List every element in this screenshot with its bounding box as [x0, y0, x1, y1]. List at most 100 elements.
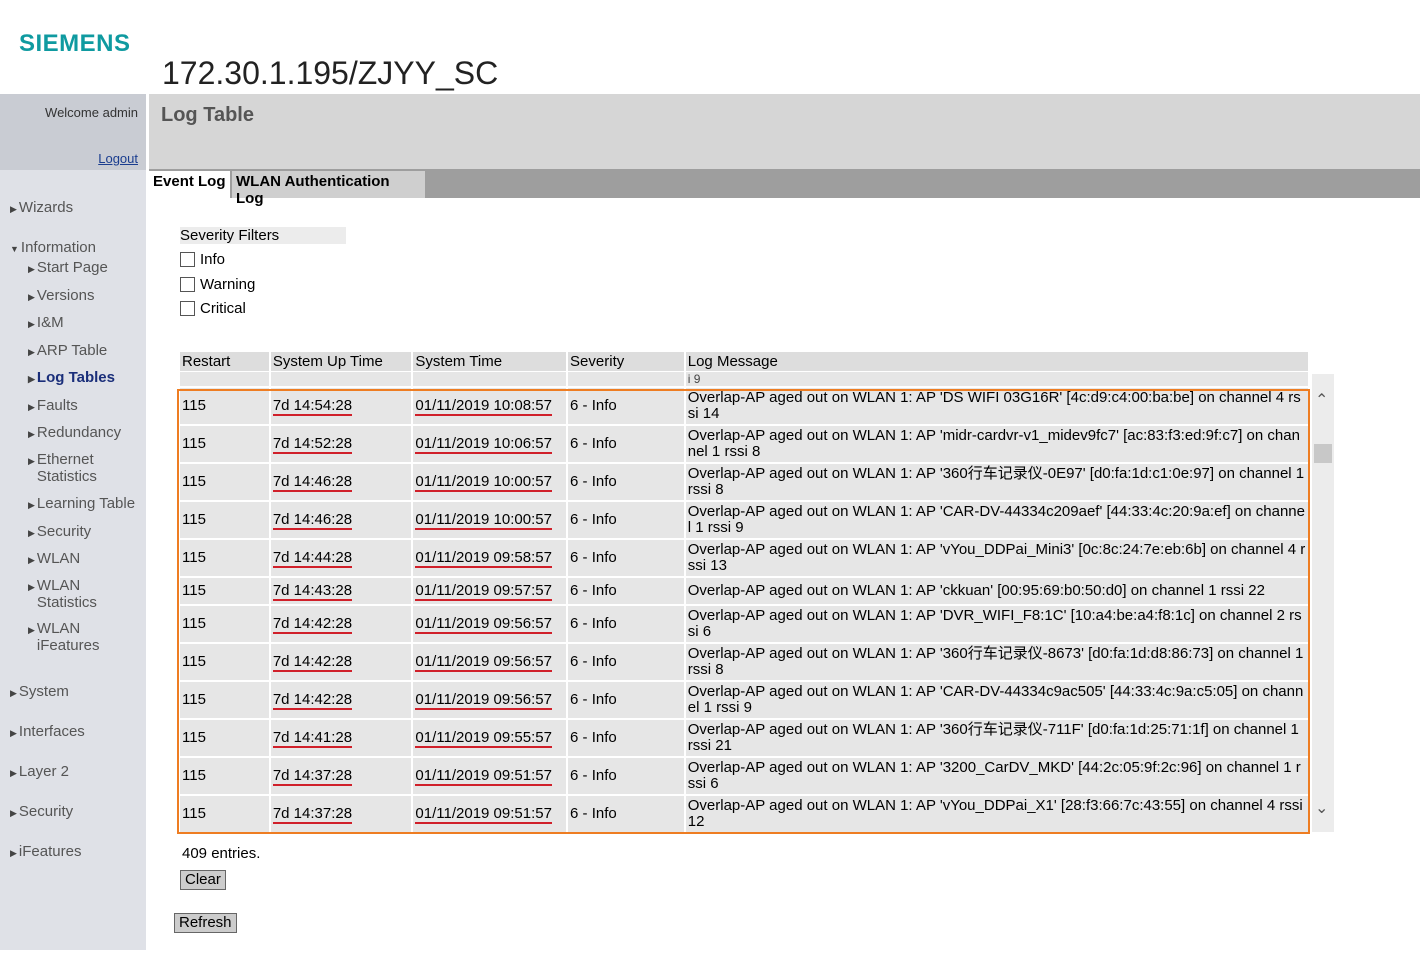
sidebar-subitem[interactable]: ▶ Learning Table — [28, 495, 143, 514]
col-system-time: System Time — [413, 352, 567, 372]
checkbox-icon[interactable] — [180, 252, 195, 267]
sidebar-item-label: Redundancy — [36, 424, 122, 441]
cell-severity: 6 - Info — [568, 426, 684, 464]
cell-uptime: 7d 14:46:28 — [270, 464, 412, 502]
sidebar-item-label: WLAN — [36, 550, 81, 567]
table-row: 115 7d 14:44:28 01/11/2019 09:58:57 6 - Inf… — [180, 540, 1308, 578]
cell-restart: 115 — [180, 578, 269, 606]
sidebar-item-label: WLAN Statistics — [36, 577, 97, 611]
filter-warning-checkbox[interactable]: Warning — [180, 276, 255, 293]
cell-text: 7d 14:44:28 — [272, 549, 353, 568]
log-message: Overlap-AP aged out on WLAN 1: AP 'CAR-D… — [685, 502, 1308, 540]
log-message: Overlap-AP aged out on WLAN 1: AP 'CAR-D… — [685, 682, 1308, 720]
log-message: Overlap-AP aged out on WLAN 1: AP 'DVR_W… — [685, 606, 1308, 644]
table-scrollbar[interactable]: ⌃ ⌄ — [1312, 374, 1334, 832]
sidebar-item-label: iFeatures — [18, 843, 82, 860]
log-message: Overlap-AP aged out on WLAN 1: AP 'DS WI… — [685, 388, 1308, 426]
logout-link[interactable]: Logout — [98, 151, 138, 166]
tab-wlan-authentication-log[interactable]: WLAN Authentication Log — [232, 171, 425, 207]
triangle-right-icon: ▶ — [28, 402, 35, 412]
scroll-up-icon[interactable]: ⌃ — [1315, 392, 1329, 409]
table-row: 115 7d 14:54:28 01/11/2019 10:08:57 6 - Inf… — [180, 388, 1308, 426]
checkbox-icon[interactable] — [180, 277, 195, 292]
sidebar-subitem[interactable]: ▶ WLAN iFeatures — [28, 620, 143, 654]
cell-text: 01/11/2019 10:00:57 — [415, 473, 552, 492]
table-row: 115 7d 14:42:28 01/11/2019 09:56:57 6 - Inf… — [180, 644, 1308, 682]
cell-severity: 6 - Info — [568, 606, 684, 644]
cell-text: 01/11/2019 09:57:57 — [415, 582, 552, 601]
sidebar-item-information[interactable]: ▼ Information — [10, 239, 96, 256]
cell-system-time: 01/11/2019 09:56:57 — [413, 606, 567, 644]
cell-severity: 6 - Info — [568, 644, 684, 682]
cell-text: 7d 14:42:28 — [272, 615, 353, 634]
triangle-right-icon: ▶ — [10, 808, 17, 818]
col-uptime: System Up Time — [270, 352, 412, 372]
filter-critical-checkbox[interactable]: Critical — [180, 300, 246, 317]
sidebar-subitem[interactable]: ▶ WLAN — [28, 550, 143, 569]
tab-bar: Event Log WLAN Authentication Log — [149, 169, 1420, 207]
cell-restart: 115 — [180, 606, 269, 644]
table-row: 115 7d 14:43:28 01/11/2019 09:57:57 6 - Inf… — [180, 578, 1308, 606]
sidebar-item-ifeatures[interactable]: ▶ iFeatures — [10, 843, 81, 860]
cell-severity: 6 - Info — [568, 578, 684, 606]
filter-info-checkbox[interactable]: Info — [180, 251, 225, 268]
log-message: Overlap-AP aged out on WLAN 1: AP '360行车… — [685, 720, 1308, 758]
triangle-right-icon: ▶ — [10, 728, 17, 738]
sidebar-item-wizards[interactable]: ▶ Wizards — [10, 199, 73, 216]
cell-severity: 6 - Info — [568, 540, 684, 578]
triangle-down-icon: ▼ — [10, 244, 19, 254]
triangle-right-icon: ▶ — [10, 848, 17, 858]
log-message: Overlap-AP aged out on WLAN 1: AP 'ckkua… — [685, 578, 1308, 606]
sidebar-item-label: Start Page — [36, 259, 108, 276]
cell-restart: 115 — [180, 502, 269, 540]
cell-uptime: 7d 14:44:28 — [270, 540, 412, 578]
triangle-right-icon: ▶ — [28, 528, 35, 538]
cell-system-time: 01/11/2019 10:00:57 — [413, 464, 567, 502]
sidebar-subitem[interactable]: ▶ I&M — [28, 314, 143, 333]
sidebar: Welcome admin Logout ▶ Wizards ▼ Informatio… — [0, 94, 146, 950]
sidebar-item-system[interactable]: ▶ System — [10, 683, 69, 700]
clear-button[interactable]: Clear — [180, 870, 226, 890]
col-restart: Restart — [180, 352, 269, 372]
sidebar-subitem[interactable]: ▶ Security — [28, 523, 143, 542]
cell-restart: 115 — [180, 644, 269, 682]
cell-uptime: 7d 14:42:28 — [270, 682, 412, 720]
sidebar-subitem[interactable]: ▶ WLAN Statistics — [28, 577, 143, 611]
cell-restart: 115 — [180, 464, 269, 502]
sidebar-item-label: Interfaces — [18, 723, 85, 740]
sidebar-item-interfaces[interactable]: ▶ Interfaces — [10, 723, 85, 740]
cell-uptime: 7d 14:52:28 — [270, 426, 412, 464]
triangle-right-icon: ▶ — [28, 374, 35, 384]
filter-label: Critical — [200, 300, 246, 317]
cell-text: 01/11/2019 10:08:57 — [415, 397, 552, 416]
tab-event-log[interactable]: Event Log — [149, 171, 230, 198]
sidebar-subitem[interactable]: ▶ Log Tables — [28, 369, 143, 388]
checkbox-icon[interactable] — [180, 301, 195, 316]
sidebar-subitem[interactable]: ▶ Start Page — [28, 259, 143, 278]
severity-filters-label: Severity Filters — [180, 227, 346, 244]
sidebar-subitem[interactable]: ▶ Versions — [28, 287, 143, 306]
sidebar-subitem[interactable]: ▶ Faults — [28, 397, 143, 416]
cell-system-time: 01/11/2019 09:57:57 — [413, 578, 567, 606]
sidebar-subitem[interactable]: ▶ Redundancy — [28, 424, 143, 443]
cell-severity: 6 - Info — [568, 388, 684, 426]
triangle-right-icon: ▶ — [28, 582, 35, 592]
sidebar-subitem[interactable]: ▶ Ethernet Statistics — [28, 451, 143, 485]
page-title: Log Table — [161, 104, 254, 126]
cell-text: 01/11/2019 10:00:57 — [415, 511, 552, 530]
cell-text: 7d 14:43:28 — [272, 582, 353, 601]
sidebar-item-label: Learning Table — [36, 495, 136, 512]
cell-severity: 6 - Info — [568, 796, 684, 834]
sidebar-item-layer-2[interactable]: ▶ Layer 2 — [10, 763, 69, 780]
scroll-down-icon[interactable]: ⌄ — [1315, 800, 1329, 817]
cell-text: 01/11/2019 09:56:57 — [415, 615, 552, 634]
sidebar-item-security[interactable]: ▶ Security — [10, 803, 73, 820]
page-header: Log Table — [149, 94, 1420, 169]
triangle-right-icon: ▶ — [28, 264, 35, 274]
sidebar-subitem[interactable]: ▶ ARP Table — [28, 342, 143, 361]
scroll-thumb[interactable] — [1314, 444, 1332, 463]
sidebar-item-label: Ethernet Statistics — [36, 451, 97, 485]
triangle-right-icon: ▶ — [10, 204, 17, 214]
sidebar-item-label: I&M — [36, 314, 64, 331]
refresh-button[interactable]: Refresh — [174, 913, 237, 933]
